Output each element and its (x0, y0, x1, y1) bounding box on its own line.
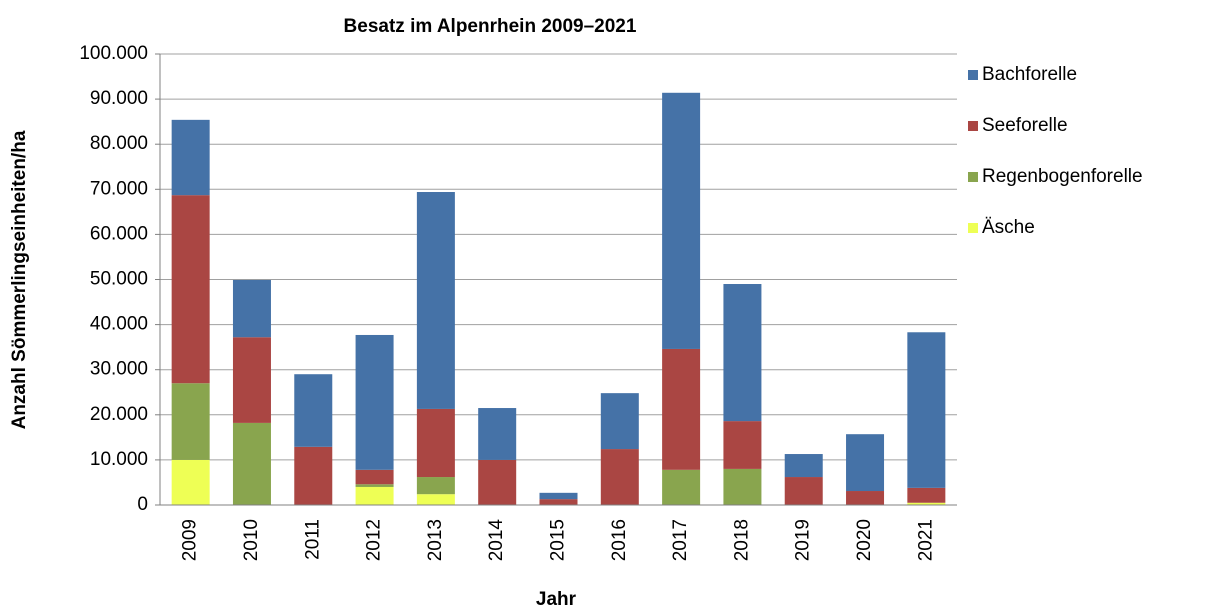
bar-segment (600, 449, 639, 505)
x-tick-label: 2011 (302, 519, 323, 560)
y-tick-label: 0 (137, 494, 148, 515)
x-tick-label: 2016 (609, 519, 630, 561)
bar-segment (355, 484, 394, 487)
bar-segment (846, 434, 885, 492)
bar-segment (662, 92, 701, 349)
y-tick-label: 50.000 (90, 269, 148, 290)
y-tick-label: 40.000 (90, 314, 148, 335)
x-tick-label: 2019 (793, 519, 814, 561)
bar-segment (232, 279, 271, 338)
x-tick-label: 2017 (670, 519, 691, 561)
bar-segment (355, 486, 394, 505)
legend-swatch (968, 223, 978, 233)
legend-label: Regenbogenforelle (982, 166, 1143, 187)
bar-segment (232, 337, 271, 423)
bar-segment (294, 446, 333, 505)
y-axis-label: Anzahl Sömmerlingseinheiten/ha (9, 130, 30, 429)
bar-segment (723, 284, 762, 422)
bar-segment (416, 408, 455, 478)
x-tick-label: 2020 (854, 519, 875, 561)
x-tick-label: 2015 (548, 519, 569, 561)
legend-label: Seeforelle (982, 115, 1068, 136)
x-tick-label: 2012 (364, 519, 385, 561)
bar-segment (907, 502, 946, 505)
x-tick-label: 2018 (731, 519, 752, 561)
bar-segment (294, 374, 333, 447)
y-tick-label: 90.000 (90, 88, 148, 109)
bar-segment (416, 477, 455, 495)
bar-segment (846, 491, 885, 505)
y-tick-label: 20.000 (90, 404, 148, 425)
x-tick-label: 2013 (425, 519, 446, 561)
bar-segment (662, 469, 701, 505)
bar-segment (662, 348, 701, 470)
bar-segment (416, 192, 455, 409)
bar-segment (539, 499, 578, 505)
legend-label: Äsche (982, 217, 1035, 238)
x-tick-label: 2010 (241, 519, 262, 561)
x-tick-label: 2009 (180, 519, 201, 561)
y-tick-label: 100.000 (79, 43, 148, 64)
bar-segment (600, 393, 639, 450)
bar-segment (232, 422, 271, 505)
bar-segment (784, 454, 823, 478)
chart-title: Besatz im Alpenrhein 2009–2021 (344, 16, 637, 37)
y-tick-label: 10.000 (90, 449, 148, 470)
bar-segment (907, 332, 946, 488)
bar-segment (355, 334, 394, 470)
x-tick-label: 2014 (486, 519, 507, 562)
bar-segment (723, 468, 762, 505)
x-tick-label: 2021 (915, 519, 936, 561)
bar-segment (355, 469, 394, 485)
bar-segment (171, 383, 210, 460)
bar-segment (539, 492, 578, 500)
legend-label: Bachforelle (982, 64, 1077, 85)
legend-swatch (968, 70, 978, 80)
legend-swatch (968, 121, 978, 131)
bar-segment (478, 408, 517, 460)
bar-segment (907, 487, 946, 503)
y-tick-label: 30.000 (90, 359, 148, 380)
bar-segment (171, 195, 210, 384)
bar-segment (171, 119, 210, 196)
y-tick-label: 70.000 (90, 178, 148, 199)
legend-swatch (968, 172, 978, 182)
bar-segment (416, 494, 455, 505)
x-axis-label: Jahr (536, 589, 577, 610)
y-tick-label: 60.000 (90, 223, 148, 244)
bar-segment (723, 421, 762, 469)
bar-segment (784, 477, 823, 505)
bar-segment (171, 459, 210, 505)
bar-segment (478, 459, 517, 505)
y-tick-label: 80.000 (90, 133, 148, 154)
